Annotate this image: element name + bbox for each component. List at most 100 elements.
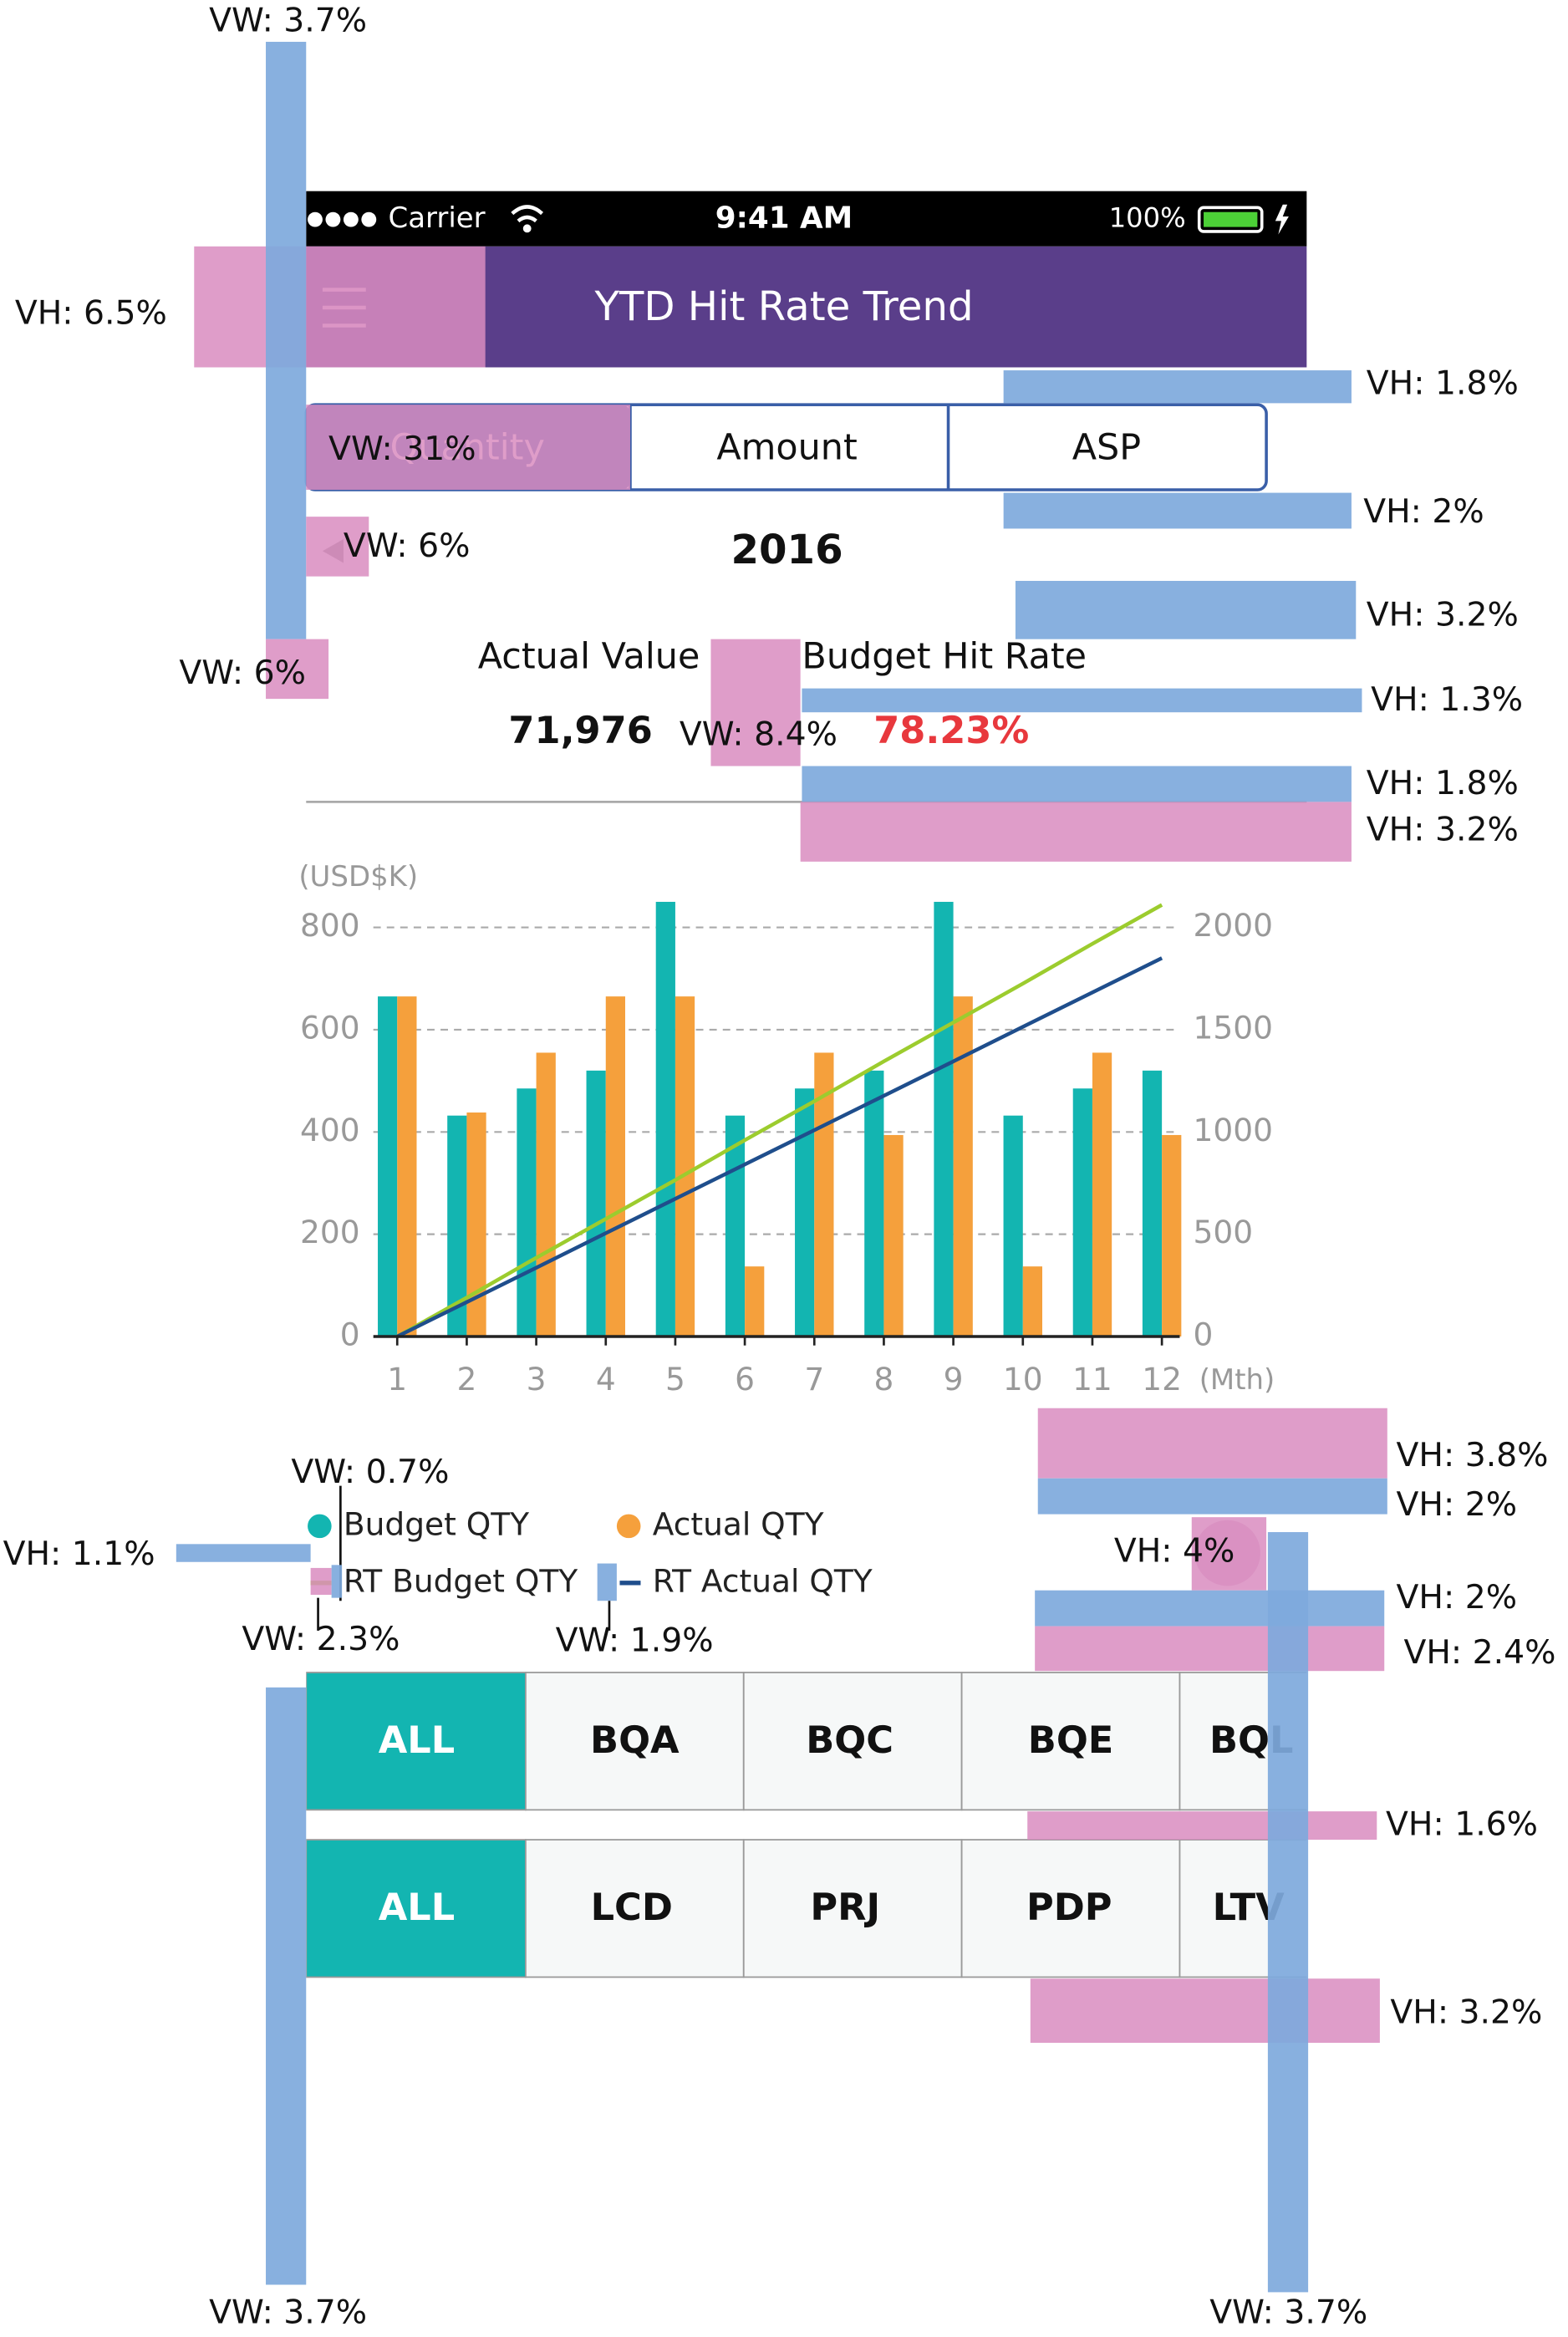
annotation-box (802, 766, 1352, 802)
y-tick-label: 600 (300, 1009, 360, 1046)
bar (1003, 1115, 1023, 1337)
annotation-label: VH: 2.4% (1403, 1634, 1555, 1672)
annotation-box (800, 802, 1352, 862)
legend-label: Actual QTY (653, 1505, 824, 1542)
annotation-box (266, 42, 307, 639)
annotation-box (1003, 492, 1352, 529)
clock: 9:41 AM (715, 201, 853, 236)
annotation-box (1027, 1811, 1377, 1841)
bar (1092, 1052, 1112, 1337)
hit-rate-value: 78.23% (873, 709, 1029, 752)
x-tick-label: 7 (804, 1361, 824, 1398)
signal-dots (308, 211, 377, 227)
annotation-label: VH: 3.2% (1390, 1994, 1542, 2032)
x-tick-label: 8 (874, 1361, 894, 1398)
x-tick-label: 11 (1072, 1361, 1112, 1398)
filter-label: BQE (1028, 1718, 1114, 1762)
segment-label[interactable]: ASP (1072, 426, 1141, 468)
x-tick-label: 5 (665, 1361, 685, 1398)
annotation-label: VH: 1.8% (1367, 364, 1519, 402)
annotation-box (331, 1565, 343, 1598)
annotation-box (710, 639, 801, 766)
filter-label: BQC (806, 1718, 893, 1762)
status-bar (306, 191, 1307, 247)
annotation-box (1267, 1532, 1309, 2293)
filter-label: ALL (379, 1886, 455, 1929)
bar (378, 996, 398, 1337)
filter-cell[interactable] (525, 1672, 745, 1811)
bar (1162, 1134, 1182, 1337)
legend-swatch (616, 1514, 641, 1539)
wifi-icon (511, 205, 544, 233)
filter-label: PRJ (810, 1886, 880, 1929)
annotations: VW: 3.7% VH: 6.5% VH: 1.8% VW: 31% VH: 2… (3, 2, 1556, 2331)
y-tick-label: 400 (300, 1112, 360, 1148)
bar (466, 1112, 486, 1337)
filter-tabs: ALL BQA BQC BQE BQL ALL LCD PRJ PDP LTV (306, 1672, 1307, 1978)
battery-percent: 100% (1109, 202, 1186, 234)
bar (934, 901, 954, 1337)
y-tick-label: 800 (300, 907, 360, 944)
annotation-label: VW: 6% (179, 654, 306, 692)
annotation-box (310, 1567, 332, 1596)
x-tick-label: 12 (1142, 1361, 1182, 1398)
bar (1072, 1088, 1092, 1337)
axis-title: (USD$K) (298, 860, 418, 894)
filter-cell[interactable] (306, 1839, 527, 1978)
bar (397, 996, 417, 1337)
filter-cell[interactable] (525, 1839, 745, 1978)
y2-tick-label: 1000 (1194, 1112, 1273, 1148)
chart: (USD$K) (Mth) 0 200 400 600 800 0 500 1000 1500 200… (298, 860, 1275, 1599)
annotation-label: VH: 1.3% (1371, 681, 1523, 719)
annotation-label: VH: 2% (1397, 1579, 1518, 1617)
filter-cell[interactable] (742, 1839, 963, 1978)
filter-label: LCD (591, 1886, 673, 1929)
annotation-label: VW: 8.4% (680, 715, 837, 753)
filter-cell[interactable] (742, 1672, 963, 1811)
bar (953, 996, 973, 1337)
filter-label: BQA (590, 1718, 680, 1762)
axis-title: (Mth) (1199, 1363, 1275, 1397)
annotation-label: VW: 6% (344, 527, 471, 565)
y2-tick-label: 2000 (1194, 907, 1273, 944)
filter-cell[interactable] (960, 1672, 1181, 1811)
annotation-label: VW: 3.7% (209, 2, 367, 39)
x-tick-label: 6 (735, 1361, 755, 1398)
y-tick-label: 0 (340, 1316, 360, 1352)
year: 2016 (731, 527, 843, 573)
annotation-label: VH: 2% (1363, 493, 1484, 531)
battery-level (1204, 211, 1258, 227)
annotation-box (176, 1544, 311, 1562)
bar (586, 1070, 606, 1337)
annotation-label: VH: 3.2% (1367, 596, 1519, 634)
annotation-box (266, 1687, 307, 2285)
charging-bolt (1275, 204, 1289, 235)
bar (883, 1134, 904, 1337)
bar (864, 1070, 884, 1337)
y-tick-label: 200 (300, 1214, 360, 1250)
bar (605, 996, 625, 1337)
filter-label: ALL (379, 1718, 455, 1762)
filter-cell[interactable] (960, 1839, 1181, 1978)
bar (795, 1088, 815, 1337)
legend-label: RT Budget QTY (344, 1562, 578, 1599)
annotation-label: VW: 3.7% (1209, 2294, 1367, 2332)
annotation-label: VH: 4% (1114, 1533, 1235, 1571)
bar (536, 1052, 556, 1337)
y2-tick-label: 500 (1194, 1214, 1254, 1250)
bar (517, 1088, 537, 1337)
legend-swatch (308, 1514, 332, 1539)
annotation-box (306, 517, 369, 577)
segment-label[interactable]: Amount (716, 426, 857, 468)
x-tick-label: 10 (1003, 1361, 1043, 1398)
annotation-box (194, 246, 486, 368)
annotation-label: VH: 3.8% (1397, 1437, 1549, 1474)
line (396, 903, 1163, 1338)
legend-label: Budget QTY (344, 1505, 529, 1542)
page-title: YTD Hit Rate Trend (593, 283, 973, 330)
bar (1022, 1266, 1043, 1337)
annotation-box (306, 405, 630, 490)
x-tick-label: 3 (527, 1361, 547, 1398)
annotation-box (802, 688, 1362, 713)
